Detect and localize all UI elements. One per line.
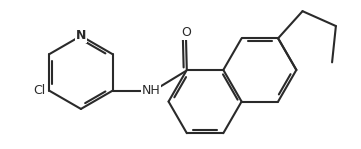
- Text: O: O: [181, 26, 191, 39]
- Text: N: N: [76, 29, 86, 42]
- Text: Cl: Cl: [34, 84, 46, 97]
- Text: NH: NH: [142, 84, 160, 97]
